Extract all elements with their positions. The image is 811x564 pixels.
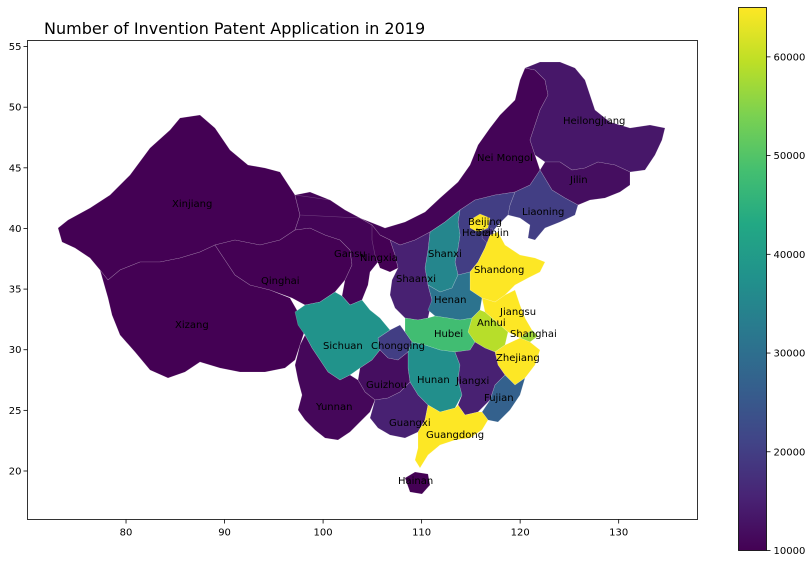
province-beijing[interactable] [469,213,491,233]
label-qinghai: Qinghai [261,276,300,287]
label-guangxi: Guangxi [389,418,431,429]
label-jilin: Jilin [569,175,588,186]
label-yunnan: Yunnan [315,402,352,413]
label-xinjiang: Xinjiang [172,199,212,210]
x-tick-label: 110 [412,528,431,539]
label-jiangxi: Jiangxi [455,376,489,387]
label-shanghai: Shanghai [510,329,557,340]
label-anhui: Anhui [477,318,506,329]
y-axis-ticks: 20 25 30 35 40 45 50 55 [9,42,28,477]
y-tick-label: 55 [9,42,22,53]
label-fujian: Fujian [484,393,514,404]
colorbar-tick-label: 40000 [774,250,806,261]
colorbar-tick-label: 10000 [774,546,806,557]
label-hebei: Hebei [462,228,491,239]
axes-frame [27,40,698,520]
label-tianjin: Tianjin [475,228,509,239]
label-chongqing: Chongqing [371,341,425,352]
label-guangdong: Guangdong [426,430,484,441]
label-heilongjiang: Heilongjiang [563,116,625,127]
y-tick-label: 50 [9,103,22,114]
colorbar [738,7,767,551]
y-tick-label: 30 [9,345,22,356]
y-tick-label: 20 [9,466,22,477]
map-title: Number of Invention Patent Application i… [44,19,425,38]
province-yunnan[interactable] [294,334,376,441]
province-anhui[interactable] [467,309,509,353]
label-sichuan: Sichuan [323,341,363,352]
colorbar-tick-label: 30000 [774,349,806,360]
label-hunan: Hunan [417,375,450,386]
x-tick-label: 120 [511,528,530,539]
province-guangdong[interactable] [414,404,489,469]
x-tick-label: 130 [609,528,628,539]
y-tick-label: 40 [9,224,22,235]
label-shanxi: Shanxi [428,249,462,260]
province-shapes [57,61,666,495]
x-tick-label: 80 [120,528,133,539]
label-beijing: Beijing [468,217,502,228]
y-tick-label: 25 [9,406,22,417]
colorbar-ticks: 10000 20000 30000 40000 50000 60000 [766,52,806,557]
label-shaanxi: Shaanxi [396,274,436,285]
label-gansu: Gansu [334,249,366,260]
colorbar-tick-label: 50000 [774,151,806,162]
label-henan: Henan [434,295,466,306]
x-axis-ticks: 80 90 100 110 120 130 [120,519,628,539]
label-hubei: Hubei [434,329,463,340]
colorbar-tick-label: 20000 [774,447,806,458]
province-xizang[interactable] [99,244,306,379]
label-hainan: Hainan [398,476,433,487]
province-shanghai[interactable] [519,329,539,343]
label-guizhou: Guizhou [366,380,407,391]
province-liaoning[interactable] [507,169,579,241]
label-neimongol: Nei Mongol [477,153,533,164]
y-tick-label: 35 [9,285,22,296]
province-labels: Heilongjiang Jilin Liaoning Nei Mongol B… [172,116,625,487]
y-tick-label: 45 [9,163,22,174]
label-zhejiang: Zhejiang [496,353,540,364]
label-xizang: Xizang [175,320,209,331]
label-liaoning: Liaoning [522,207,564,218]
province-hainan[interactable] [404,471,431,495]
label-ningxia: Ningxia [360,253,398,264]
province-ningxia[interactable] [371,224,399,273]
x-tick-label: 90 [218,528,231,539]
label-shandong: Shandong [474,265,524,276]
colorbar-tick-label: 60000 [774,52,806,63]
x-tick-label: 100 [314,528,333,539]
label-jiangsu: Jiangsu [499,307,536,318]
